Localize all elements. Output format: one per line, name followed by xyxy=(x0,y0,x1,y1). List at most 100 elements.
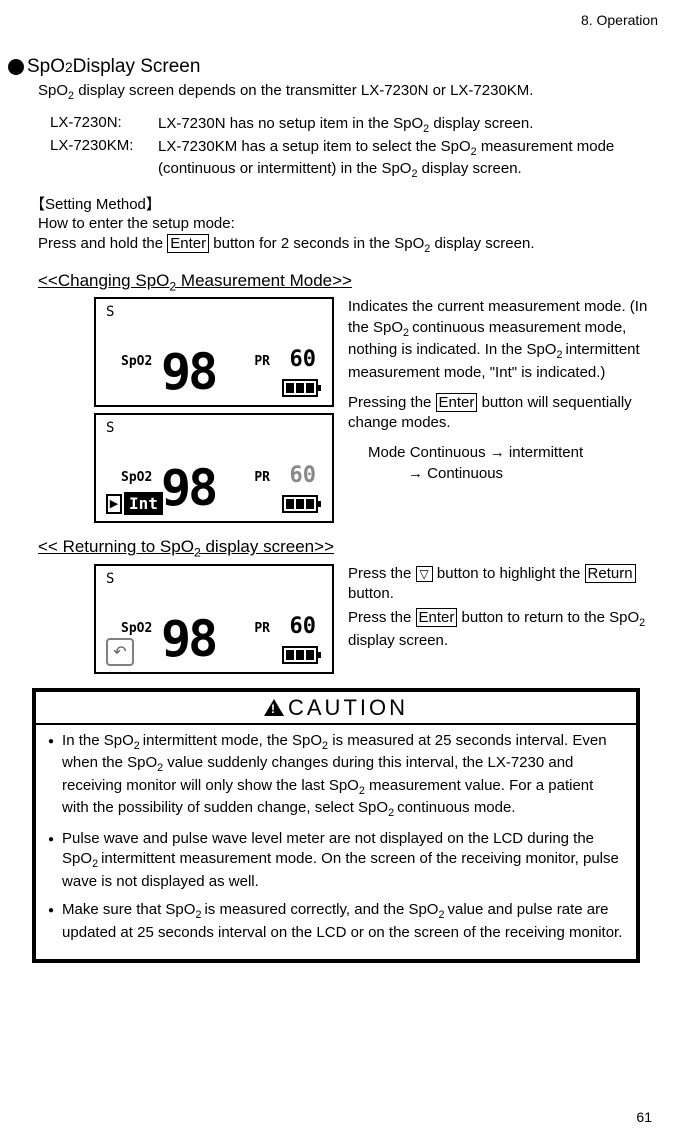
ci1b: intermittent measurement mode. On the sc… xyxy=(62,850,619,890)
ci2a: Make sure that SpO xyxy=(62,901,195,918)
pr-value: 60 xyxy=(290,614,317,639)
int-indicator: ▶ Int xyxy=(106,492,163,515)
rp2b: button to return to the SpO xyxy=(457,609,639,626)
spo2-value: 98 xyxy=(161,343,215,401)
signal-icon: S xyxy=(106,571,114,587)
rh-sub: 2 xyxy=(194,546,201,560)
caution-title-text: CAUTION xyxy=(288,695,408,721)
return-button-ref: Return xyxy=(585,564,636,583)
enter-button-ref: Enter xyxy=(167,234,209,253)
model-desc-km: LX-7230KM has a setup item to select the… xyxy=(158,137,658,181)
title-sub: 2 xyxy=(65,60,73,75)
caution-list: In the SpO2 intermittent mode, the SpO2 … xyxy=(36,725,636,943)
pr-label: PR xyxy=(254,354,270,369)
ci0s5: 2 xyxy=(388,807,397,819)
lcd-screen-intermittent: S SpO2 ▶ Int 98 PR 60 xyxy=(94,413,334,523)
title-text1: SpO xyxy=(27,56,65,78)
ci0f: continuous mode. xyxy=(397,799,515,816)
return-icon: ↶ xyxy=(106,638,134,666)
rp1a: Press the xyxy=(348,565,416,582)
battery-icon xyxy=(282,646,318,664)
lcd-screen-return: S SpO2 ↶ 98 PR 60 xyxy=(94,564,334,674)
how-to-line1: How to enter the setup mode: xyxy=(38,214,658,234)
section-title: SpO2 Display Screen xyxy=(14,56,658,78)
ht2p: display screen. xyxy=(430,235,534,252)
ht2m: button for 2 seconds in the SpO xyxy=(209,235,424,252)
cp2a: Pressing the xyxy=(348,394,436,411)
enter-button-ref: Enter xyxy=(416,608,458,627)
ht2a: Press and hold the xyxy=(38,235,167,252)
rh-pre: << Returning to SpO xyxy=(38,537,194,556)
page-number: 61 xyxy=(636,1109,652,1125)
returning-row: S SpO2 ↶ 98 PR 60 Press the ▽ button to … xyxy=(94,564,658,674)
spo2-label: SpO2 xyxy=(121,470,152,485)
ch-pre: <<Changing SpO xyxy=(38,271,169,290)
changing-heading: <<Changing SpO2 Measurement Mode>> xyxy=(38,271,658,293)
changing-desc: Indicates the current measurement mode. … xyxy=(348,297,658,484)
caution-item-2: Pulse wave and pulse wave level meter ar… xyxy=(48,829,624,892)
signal-icon: S xyxy=(106,420,114,436)
returning-p2: Press the Enter button to return to the … xyxy=(348,608,654,651)
rp1c: button. xyxy=(348,585,394,602)
ci0s1: 2 xyxy=(134,740,143,752)
caution-box: CAUTION In the SpO2 intermittent mode, t… xyxy=(32,688,640,963)
bullet-icon xyxy=(8,59,24,75)
md0a: LX-7230N has no setup item in the SpO xyxy=(158,115,423,132)
ci0a: In the SpO xyxy=(62,732,134,749)
screens-col: S SpO2 98 PR 60 S SpO2 ▶ Int 98 PR 60 xyxy=(94,297,334,523)
intro-post: display screen depends on the transmitte… xyxy=(74,82,533,99)
rh-post: display screen>> xyxy=(201,537,334,556)
rp1b: button to highlight the xyxy=(433,565,585,582)
how-to-line2: Press and hold the Enter button for 2 se… xyxy=(38,234,658,257)
spo2-value: 98 xyxy=(161,459,215,517)
mode-sequence-2: → Continuous xyxy=(408,464,654,484)
title-text2: Display Screen xyxy=(73,56,201,78)
warning-icon xyxy=(264,699,284,716)
caution-item-3: Make sure that SpO2 is measured correctl… xyxy=(48,900,624,943)
changing-p1: Indicates the current measurement mode. … xyxy=(348,297,654,383)
returning-heading: << Returning to SpO2 display screen>> xyxy=(38,537,658,559)
ci2b: is measured correctly, and the SpO xyxy=(204,901,438,918)
battery-icon xyxy=(282,379,318,397)
model-label-km: LX-7230KM: xyxy=(50,137,158,181)
ch-post: Measurement Mode>> xyxy=(176,271,352,290)
mode-sequence-1: Mode Continuous → intermittent xyxy=(368,443,654,463)
ci1s1: 2 xyxy=(92,858,101,870)
select-arrow-icon: ▶ xyxy=(106,494,122,514)
changing-p2: Pressing the Enter button will sequentia… xyxy=(348,393,654,434)
int-text: Int xyxy=(124,492,163,515)
spo2-value: 98 xyxy=(161,610,215,668)
enter-button-ref: Enter xyxy=(436,393,478,412)
setting-method-heading: 【Setting Method】 xyxy=(30,193,658,214)
lcd-screen-continuous: S SpO2 98 PR 60 xyxy=(94,297,334,407)
cp1s1: 2 xyxy=(403,327,412,339)
screens-col-2: S SpO2 ↶ 98 PR 60 xyxy=(94,564,334,674)
pr-label: PR xyxy=(254,470,270,485)
pr-value: 60 xyxy=(290,463,317,488)
model-desc-n: LX-7230N has no setup item in the SpO2 d… xyxy=(158,114,658,136)
model-label-n: LX-7230N: xyxy=(50,114,158,136)
down-button-ref: ▽ xyxy=(416,566,433,582)
returning-desc: Press the ▽ button to highlight the Retu… xyxy=(348,564,658,661)
chapter-header: 8. Operation xyxy=(14,12,658,28)
rp2c: display screen. xyxy=(348,632,448,649)
spo2-label: SpO2 xyxy=(121,621,152,636)
md1b: display screen. xyxy=(417,160,521,177)
md1a: LX-7230KM has a setup item to select the… xyxy=(158,138,471,155)
changing-row: S SpO2 98 PR 60 S SpO2 ▶ Int 98 PR 60 In… xyxy=(94,297,658,523)
ci0b: intermittent mode, the SpO xyxy=(143,732,322,749)
battery-icon xyxy=(282,495,318,513)
model-row-n: LX-7230N: LX-7230N has no setup item in … xyxy=(50,114,658,136)
pr-label: PR xyxy=(254,621,270,636)
model-row-km: LX-7230KM: LX-7230KM has a setup item to… xyxy=(50,137,658,181)
intro-text: SpO2 display screen depends on the trans… xyxy=(38,82,658,102)
rp2s: 2 xyxy=(639,617,645,629)
pr-value: 60 xyxy=(290,347,317,372)
intro-pre: SpO xyxy=(38,82,68,99)
signal-icon: S xyxy=(106,304,114,320)
rp2a: Press the xyxy=(348,609,416,626)
cp1s2: 2 xyxy=(556,349,565,361)
spo2-label: SpO2 xyxy=(121,354,152,369)
returning-p1: Press the ▽ button to highlight the Retu… xyxy=(348,564,654,605)
caution-title: CAUTION xyxy=(36,692,636,725)
